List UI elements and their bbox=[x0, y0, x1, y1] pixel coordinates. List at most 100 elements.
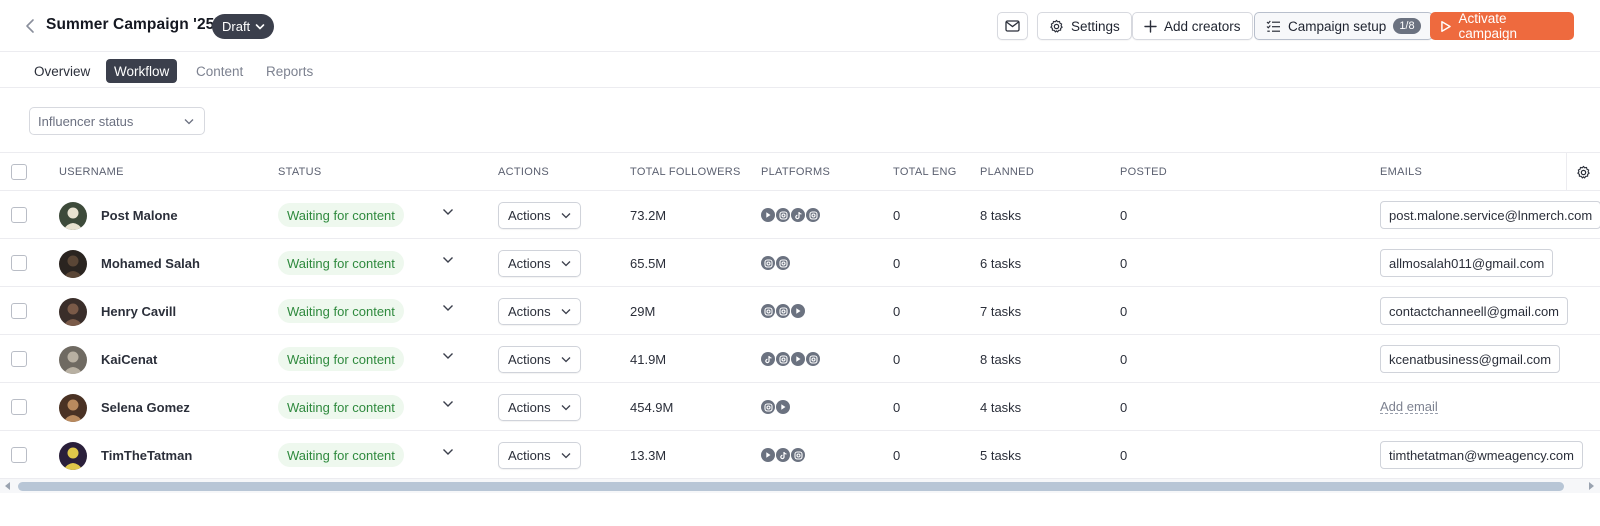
settings-button[interactable]: Settings bbox=[1037, 12, 1132, 40]
scroll-left-arrow[interactable] bbox=[5, 482, 10, 490]
instagram-icon[interactable] bbox=[776, 256, 790, 270]
platform-icons bbox=[761, 304, 805, 318]
scrollbar-thumb[interactable] bbox=[18, 482, 1564, 491]
column-total-eng[interactable]: TOTAL ENG bbox=[893, 166, 957, 178]
actions-dropdown[interactable]: Actions bbox=[498, 394, 581, 421]
email-field[interactable]: allmosalah011@gmail.com bbox=[1380, 249, 1554, 277]
chevron-down-icon[interactable] bbox=[442, 256, 454, 264]
email-button[interactable] bbox=[997, 12, 1028, 40]
platform-icons bbox=[761, 352, 820, 366]
mail-icon bbox=[1005, 20, 1020, 32]
row-checkbox[interactable] bbox=[11, 351, 27, 367]
actions-dropdown[interactable]: Actions bbox=[498, 298, 581, 325]
gear-icon bbox=[1050, 19, 1063, 32]
tiktok-icon[interactable] bbox=[791, 208, 805, 222]
instagram-icon[interactable] bbox=[776, 304, 790, 318]
status-badge: Waiting for content bbox=[278, 299, 404, 323]
platform-icons bbox=[761, 400, 790, 414]
planned-tasks[interactable]: 4 tasks bbox=[980, 400, 1022, 415]
select-all-checkbox[interactable] bbox=[11, 164, 27, 180]
youtube-icon[interactable] bbox=[791, 352, 805, 366]
youtube-icon[interactable] bbox=[761, 448, 775, 462]
add-creators-button[interactable]: Add creators bbox=[1132, 12, 1253, 40]
actions-dropdown[interactable]: Actions bbox=[498, 346, 581, 373]
chevron-down-icon[interactable] bbox=[442, 208, 454, 216]
username[interactable]: Mohamed Salah bbox=[101, 256, 200, 271]
username[interactable]: Henry Cavill bbox=[101, 304, 177, 319]
table-row: TimTheTatman Waiting for content Actions… bbox=[0, 431, 1600, 479]
column-status[interactable]: STATUS bbox=[278, 166, 322, 178]
influencer-status-filter[interactable]: Influencer status bbox=[29, 107, 205, 135]
setup-progress-badge: 1/8 bbox=[1393, 18, 1421, 34]
tiktok-icon[interactable] bbox=[776, 448, 790, 462]
column-posted[interactable]: POSTED bbox=[1120, 166, 1168, 178]
planned-tasks[interactable]: 8 tasks bbox=[980, 352, 1022, 367]
row-checkbox[interactable] bbox=[11, 303, 27, 319]
tab-reports[interactable]: Reports bbox=[266, 63, 314, 79]
youtube-icon[interactable] bbox=[776, 400, 790, 414]
column-total-followers[interactable]: TOTAL FOLLOWERS bbox=[630, 166, 741, 178]
scroll-right-arrow[interactable] bbox=[1589, 482, 1594, 490]
tab-overview[interactable]: Overview bbox=[34, 63, 91, 79]
column-planned[interactable]: PLANNED bbox=[980, 166, 1035, 178]
planned-tasks[interactable]: 7 tasks bbox=[980, 304, 1022, 319]
instagram-icon[interactable] bbox=[791, 448, 805, 462]
username[interactable]: Post Malone bbox=[101, 208, 178, 223]
actions-label: Actions bbox=[508, 304, 551, 319]
planned-tasks[interactable]: 5 tasks bbox=[980, 448, 1022, 463]
instagram-icon[interactable] bbox=[761, 304, 775, 318]
horizontal-scrollbar[interactable] bbox=[0, 479, 1600, 493]
column-username[interactable]: USERNAME bbox=[59, 166, 124, 178]
total-engagement: 0 bbox=[893, 352, 901, 367]
email-field[interactable]: post.malone.service@lnmerch.com bbox=[1380, 201, 1600, 229]
add-email-link[interactable]: Add email bbox=[1380, 399, 1438, 414]
planned-tasks[interactable]: 6 tasks bbox=[980, 256, 1022, 271]
email-field[interactable]: contactchanneell@gmail.com bbox=[1380, 297, 1569, 325]
chevron-down-icon[interactable] bbox=[442, 400, 454, 408]
row-checkbox[interactable] bbox=[11, 447, 27, 463]
status-badge-label: Draft bbox=[222, 19, 251, 34]
email-field[interactable]: timthetatman@wmeagency.com bbox=[1380, 441, 1583, 469]
tab-workflow[interactable]: Workflow bbox=[106, 59, 178, 83]
activate-campaign-button[interactable]: Activate campaign bbox=[1430, 11, 1574, 41]
instagram-icon[interactable] bbox=[776, 352, 790, 366]
column-emails[interactable]: EMAILS bbox=[1380, 166, 1423, 178]
username[interactable]: TimTheTatman bbox=[101, 448, 193, 463]
planned-tasks[interactable]: 8 tasks bbox=[980, 208, 1022, 223]
campaign-setup-button[interactable]: Campaign setup 1/8 bbox=[1254, 12, 1433, 40]
table-row: Mohamed Salah Waiting for content Action… bbox=[0, 239, 1600, 287]
chevron-down-icon bbox=[561, 357, 571, 363]
column-settings-button[interactable] bbox=[1566, 153, 1600, 191]
chevron-down-icon[interactable] bbox=[442, 304, 454, 312]
back-button[interactable] bbox=[20, 15, 40, 37]
instagram-icon[interactable] bbox=[776, 208, 790, 222]
platform-icons bbox=[761, 208, 820, 222]
tab-content[interactable]: Content bbox=[196, 63, 244, 79]
actions-dropdown[interactable]: Actions bbox=[498, 250, 581, 277]
chevron-down-icon[interactable] bbox=[442, 352, 454, 360]
actions-label: Actions bbox=[508, 400, 551, 415]
youtube-icon[interactable] bbox=[791, 304, 805, 318]
tiktok-icon[interactable] bbox=[761, 352, 775, 366]
instagram-icon[interactable] bbox=[761, 400, 775, 414]
username[interactable]: KaiCenat bbox=[101, 352, 158, 367]
row-checkbox[interactable] bbox=[11, 207, 27, 223]
table-row: Selena Gomez Waiting for content Actions… bbox=[0, 383, 1600, 431]
table-row: Post Malone Waiting for content Actions … bbox=[0, 191, 1600, 239]
username[interactable]: Selena Gomez bbox=[101, 400, 190, 415]
status-badge: Waiting for content bbox=[278, 347, 404, 371]
chevron-down-icon[interactable] bbox=[442, 448, 454, 456]
actions-dropdown[interactable]: Actions bbox=[498, 442, 581, 469]
avatar bbox=[59, 202, 87, 230]
instagram-icon[interactable] bbox=[761, 256, 775, 270]
row-checkbox[interactable] bbox=[11, 255, 27, 271]
youtube-icon[interactable] bbox=[761, 208, 775, 222]
row-checkbox[interactable] bbox=[11, 399, 27, 415]
actions-dropdown[interactable]: Actions bbox=[498, 202, 581, 229]
instagram-icon[interactable] bbox=[806, 352, 820, 366]
status-badge[interactable]: Draft bbox=[212, 14, 275, 39]
email-field[interactable]: kcenatbusiness@gmail.com bbox=[1380, 345, 1561, 373]
chevron-down-icon bbox=[561, 405, 571, 411]
instagram-icon[interactable] bbox=[806, 208, 820, 222]
actions-label: Actions bbox=[508, 208, 551, 223]
